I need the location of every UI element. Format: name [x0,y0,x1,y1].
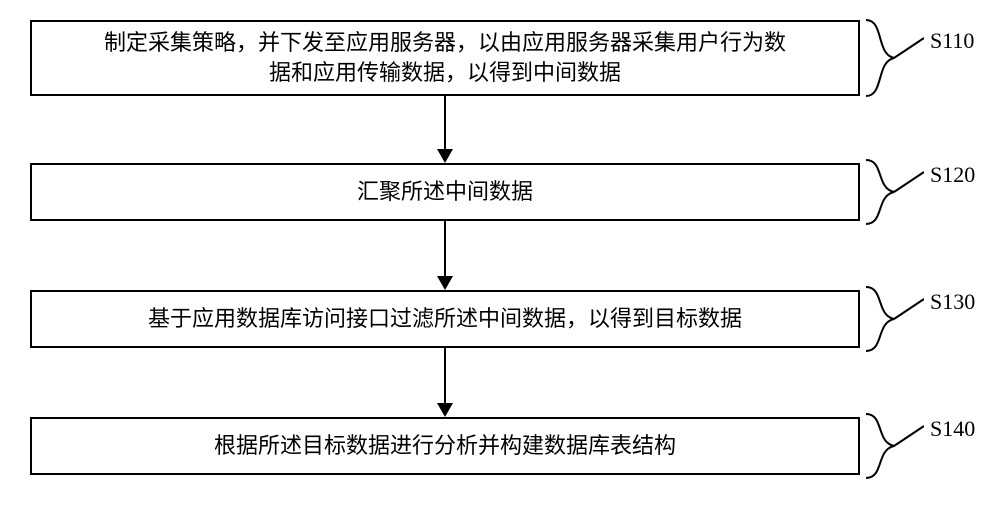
step-label-s130: S130 [930,289,975,315]
arrow-line [444,348,446,403]
flow-node-s120: 汇聚所述中间数据 [30,163,860,221]
flow-node-text: 基于应用数据库访问接口过滤所述中间数据，以得到目标数据 [148,304,742,334]
flow-node-text: 根据所述目标数据进行分析并构建数据库表结构 [214,431,676,461]
flow-node-s140: 根据所述目标数据进行分析并构建数据库表结构 [30,417,860,475]
flow-node-s110: 制定采集策略，并下发至应用服务器，以由应用服务器采集用户行为数 据和应用传输数据… [30,20,860,96]
arrow-line [444,96,446,149]
flow-node-text: 制定采集策略，并下发至应用服务器，以由应用服务器采集用户行为数 据和应用传输数据… [104,28,786,87]
brace-icon [864,412,924,480]
step-label-s110: S110 [930,28,974,54]
arrow-head-icon [437,403,453,417]
step-label-s140: S140 [930,416,975,442]
flowchart-canvas: 制定采集策略，并下发至应用服务器，以由应用服务器采集用户行为数 据和应用传输数据… [0,0,1000,525]
arrow-head-icon [437,149,453,163]
brace-icon [864,18,924,98]
step-label-s120: S120 [930,162,975,188]
brace-icon [864,158,924,226]
brace-icon [864,285,924,353]
flow-node-text: 汇聚所述中间数据 [357,177,533,207]
arrow-line [444,221,446,276]
arrow-head-icon [437,276,453,290]
flow-node-s130: 基于应用数据库访问接口过滤所述中间数据，以得到目标数据 [30,290,860,348]
